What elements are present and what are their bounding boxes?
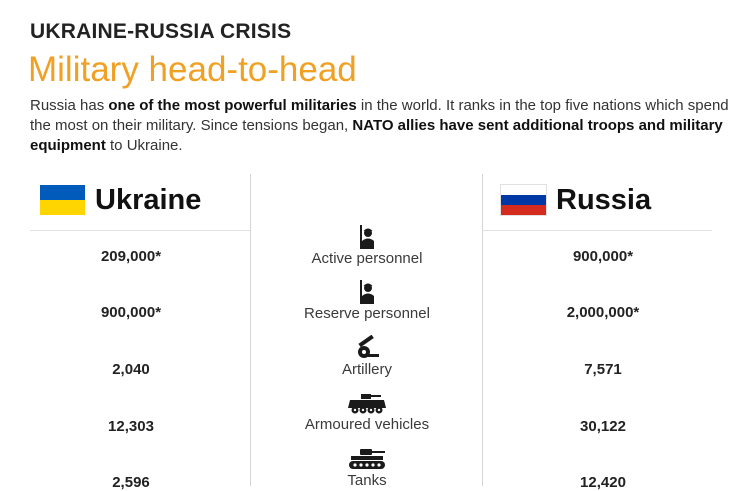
column-divider-left bbox=[250, 174, 251, 486]
country-header-russia: Russia bbox=[500, 180, 652, 220]
metric-active-personnel: Active personnel bbox=[282, 224, 452, 267]
russia-flag-icon bbox=[500, 184, 547, 216]
metric-tanks: Tanks bbox=[282, 446, 452, 489]
metric-label: Artillery bbox=[341, 361, 392, 378]
column-divider-right bbox=[482, 174, 483, 486]
tank-icon bbox=[349, 449, 385, 469]
metric-label: Armoured vehicles bbox=[304, 416, 430, 433]
intro-text-1: Russia has bbox=[30, 97, 109, 114]
ukraine-armoured-vehicles: 12,303 bbox=[108, 418, 154, 435]
russia-artillery: 7,571 bbox=[584, 361, 622, 378]
metric-artillery: Artillery bbox=[282, 335, 452, 378]
russia-active-personnel: 900,000* bbox=[572, 248, 634, 265]
intro-bold-1: one of the most powerful militaries bbox=[108, 97, 357, 114]
russia-tanks: 12,420 bbox=[580, 474, 626, 491]
country-name-russia: Russia bbox=[556, 183, 652, 216]
metric-armoured-vehicles: Armoured vehicles bbox=[282, 390, 452, 433]
metric-label: Active personnel bbox=[311, 250, 423, 267]
ukraine-artillery: 2,040 bbox=[112, 361, 150, 378]
armoured-vehicle-icon bbox=[348, 394, 386, 414]
russia-armoured-vehicles: 30,122 bbox=[580, 418, 626, 435]
ukraine-tanks: 2,596 bbox=[112, 474, 150, 491]
country-name-ukraine: Ukraine bbox=[95, 183, 202, 216]
page-title: Military head-to-head bbox=[28, 50, 357, 89]
kicker-title: UKRAINE-RUSSIA CRISIS bbox=[30, 20, 292, 43]
metric-label: Reserve personnel bbox=[304, 305, 430, 322]
metric-label: Tanks bbox=[347, 472, 387, 489]
intro-text-3: to Ukraine. bbox=[105, 137, 183, 154]
artillery-icon bbox=[358, 335, 379, 358]
intro-paragraph: Russia has one of the most powerful mili… bbox=[30, 96, 730, 156]
header-rule-right bbox=[482, 230, 712, 231]
header-rule-left bbox=[30, 230, 250, 231]
intro-bold-2: NATO allies have sent additional troops … bbox=[30, 117, 723, 154]
metric-reserve-personnel: Reserve personnel bbox=[282, 279, 452, 322]
russia-reserve-personnel: 2,000,000* bbox=[566, 304, 640, 321]
country-header-ukraine: Ukraine bbox=[40, 180, 201, 220]
intro-text-2: in the world. It ranks in the top five n… bbox=[30, 97, 729, 134]
ukraine-active-personnel: 209,000* bbox=[100, 248, 162, 265]
soldier-icon bbox=[360, 225, 374, 249]
ukraine-reserve-personnel: 900,000* bbox=[100, 304, 162, 321]
ukraine-flag-icon bbox=[40, 185, 85, 215]
soldier-icon bbox=[360, 280, 374, 304]
